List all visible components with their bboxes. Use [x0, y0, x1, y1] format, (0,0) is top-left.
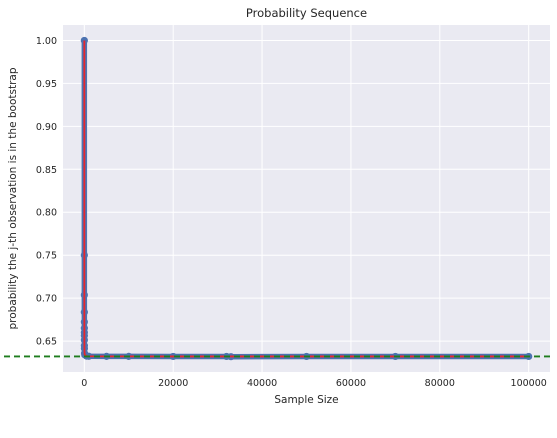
y-tick-label: 0.70: [36, 294, 57, 305]
x-tick-label: 100000: [511, 378, 547, 389]
y-axis-label: probability the j-th observation is in t…: [7, 67, 19, 329]
y-ticks: 0.65 0.70 0.75 0.80 0.85 0.90 0.95 1.00: [36, 36, 57, 348]
y-tick-label: 1.00: [36, 36, 57, 47]
y-tick-label: 0.95: [36, 79, 57, 90]
x-tick-label: 20000: [158, 378, 188, 389]
x-tick-label: 60000: [336, 378, 366, 389]
x-ticks: 0 20000 40000 60000 80000 100000: [81, 378, 546, 389]
y-tick-label: 0.80: [36, 208, 57, 219]
plot-background: [63, 25, 550, 372]
x-tick-label: 0: [81, 378, 87, 389]
series-layer: [4, 36, 553, 361]
y-tick-label: 0.90: [36, 122, 57, 133]
grid: [63, 25, 550, 372]
x-tick-label: 40000: [247, 378, 277, 389]
chart-title: Probability Sequence: [246, 6, 367, 20]
x-axis-label: Sample Size: [274, 394, 338, 406]
y-tick-label: 0.85: [36, 165, 57, 176]
x-tick-label: 80000: [425, 378, 455, 389]
y-tick-label: 0.65: [36, 337, 57, 348]
y-tick-label: 0.75: [36, 251, 57, 262]
red-series-line: [83, 40, 529, 358]
